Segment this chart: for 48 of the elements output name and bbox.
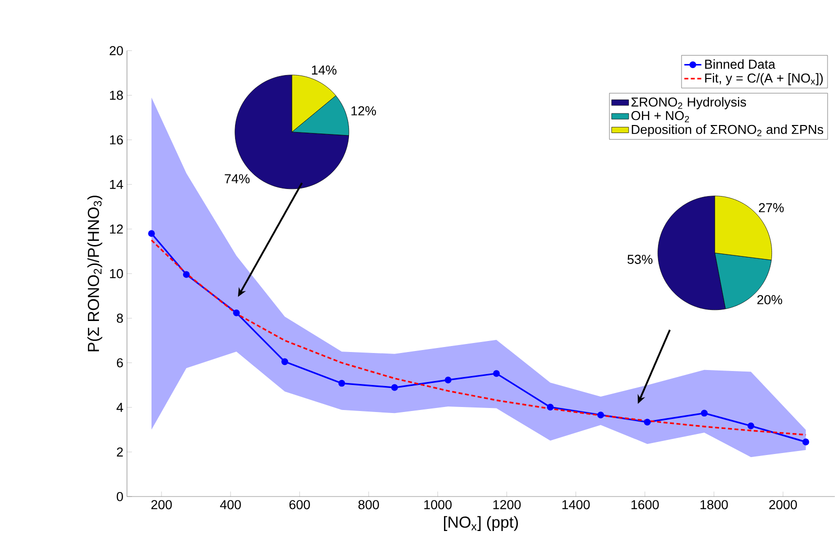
legend-label: Binned Data <box>705 59 776 69</box>
data-label: 74% <box>224 174 250 184</box>
point <box>493 370 500 377</box>
data-label: 12% <box>351 106 376 116</box>
data-label: 20% <box>757 295 782 304</box>
point <box>748 422 754 430</box>
x-tick-label: 1800 <box>700 500 728 510</box>
point <box>597 412 604 418</box>
data-label: 14% <box>312 66 336 75</box>
x-tick-label: 1000 <box>424 500 452 510</box>
y-tick-label: 2 <box>116 448 123 457</box>
y-tick-label: 12 <box>110 224 123 234</box>
point <box>644 418 651 426</box>
legend-label: Deposition of ΣRONO$_{2}$ and ΣPNs <box>632 124 824 137</box>
point <box>233 310 240 316</box>
y-tick-label: 14 <box>110 180 124 189</box>
point <box>148 230 155 237</box>
y-tick-label: 6 <box>116 358 123 368</box>
y-tick-label: 20 <box>110 46 123 56</box>
point <box>700 410 708 417</box>
data-label: 27% <box>758 203 784 212</box>
x-axis-title: [NO$_{x}$] (ppt) <box>444 516 518 532</box>
point <box>281 358 288 366</box>
data-label: 53% <box>628 254 652 264</box>
y-tick-label: 8 <box>116 314 123 323</box>
point <box>802 438 810 446</box>
y-tick-label: 18 <box>110 90 123 100</box>
x-tick-label: 600 <box>289 500 310 510</box>
x-tick-label: 200 <box>151 500 172 510</box>
x-tick-label: 1200 <box>493 500 521 510</box>
legend-label: Fit, y = C/(A + [NO$_{x}$]) <box>705 73 823 86</box>
legend-label: ΣRONO$_{2}$ Hydrolysis <box>632 97 746 110</box>
y-tick-label: 0 <box>116 492 123 502</box>
x-tick-label: 1400 <box>562 500 590 510</box>
y-tick-label: 16 <box>110 135 123 145</box>
y-tick-label: 4 <box>116 403 124 412</box>
point <box>444 376 452 384</box>
x-tick-label: 2000 <box>769 500 797 510</box>
y-tick-label: 10 <box>110 269 123 278</box>
y-axis-title: P(Σ RONO$_{2}$)/P(HNO$_{3}$) <box>87 196 102 352</box>
legend-label: OH + NO$_{2}$ <box>631 111 689 122</box>
point <box>546 404 554 411</box>
x-tick-label: 800 <box>358 500 379 510</box>
point <box>338 380 346 387</box>
point <box>391 384 398 392</box>
x-tick-label: 400 <box>220 500 241 510</box>
x-tick-label: 1600 <box>631 500 659 510</box>
point <box>182 271 190 278</box>
